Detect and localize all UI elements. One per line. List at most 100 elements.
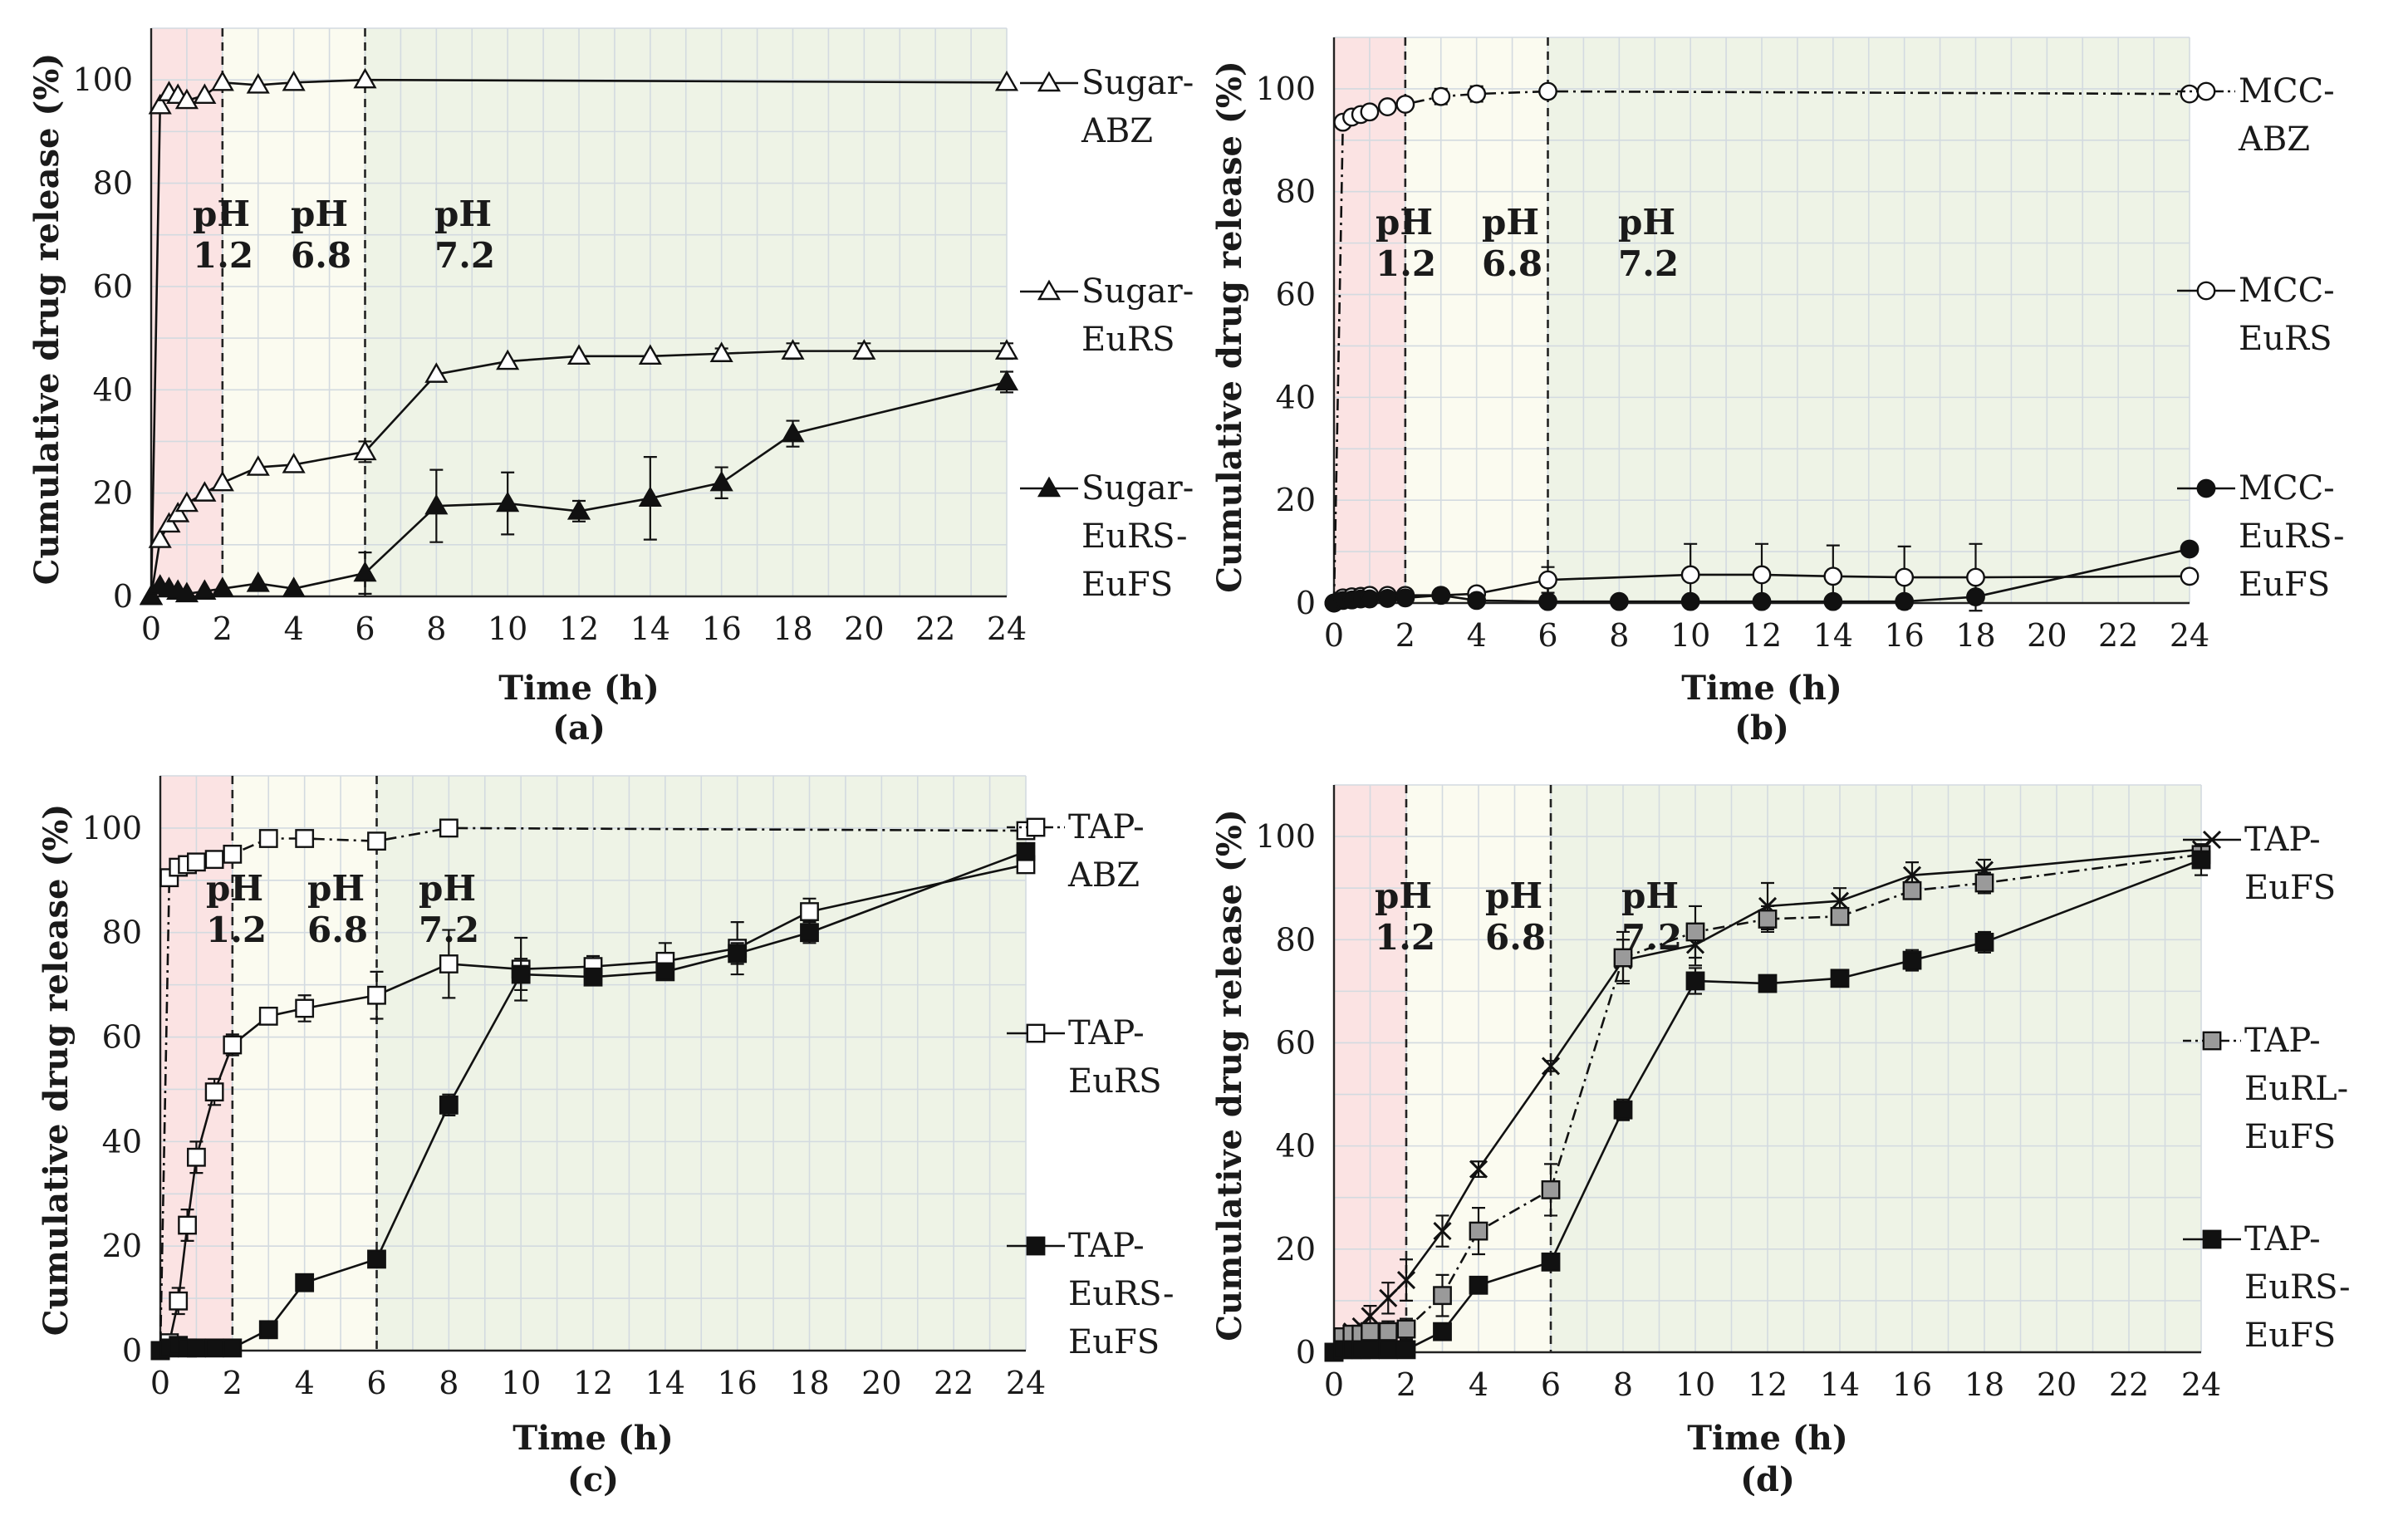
y-tick-label: 100 [72,61,133,98]
data-point [1902,866,1922,885]
x-tick-label: 0 [1324,1366,1344,1403]
x-tick-label: 10 [1670,617,1710,654]
x-tick-label: 2 [1395,617,1415,654]
data-point [246,455,270,476]
x-axis-label: Time (h) [512,1419,674,1458]
y-tick-label: 20 [102,1228,142,1264]
legend-label: MCC- [2239,469,2335,508]
y-tick-label: 0 [1296,585,1316,621]
x-tick-label: 10 [1675,1366,1715,1403]
legend-label: EuRS [2239,320,2332,358]
x-tick-label: 12 [559,611,599,647]
data-point [1541,1252,1561,1272]
data-point [1396,1319,1416,1339]
data-point [709,341,733,362]
data-point [1823,591,1843,611]
x-tick-label: 16 [1892,1366,1932,1403]
data-point [1541,1180,1561,1199]
data-point [1378,1340,1398,1360]
y-tick-label: 40 [102,1123,142,1160]
x-tick-label: 22 [2098,617,2138,654]
y-tick-label: 100 [1255,818,1316,855]
data-point [2180,566,2200,586]
x-tick-label: 8 [1613,1366,1633,1403]
x-tick-label: 4 [284,611,304,647]
data-point [193,481,217,502]
ph-label: pH [1375,875,1432,916]
y-tick-label: 100 [1255,71,1316,107]
x-axis-label: Time (h) [1687,1419,1848,1458]
data-point [1685,971,1705,991]
x-tick-label: 18 [1964,1366,2004,1403]
legend-label: MCC- [2239,72,2335,110]
data-point [1433,1322,1452,1341]
legend-label: TAP- [2244,1220,2321,1258]
legend-marker [2196,81,2216,101]
data-point [439,1095,459,1115]
data-point [1016,841,1036,861]
x-tick-label: 12 [573,1365,613,1401]
data-point [282,576,306,597]
y-axis-label: Cumulative drug release (%) [37,804,76,1336]
x-tick-label: 14 [630,611,670,647]
y-tick-label: 20 [1276,1231,1316,1268]
legend-label: EuFS [2244,1118,2336,1156]
data-point [210,470,234,492]
legend-label: EuFS [2244,869,2336,907]
legend-marker [2202,1031,2222,1051]
data-point [204,850,224,870]
legend-label: ABZ [1067,856,1140,895]
data-point [2180,84,2200,104]
x-tick-label: 20 [2037,1366,2077,1403]
x-tick-label: 20 [844,611,884,647]
data-point [193,83,217,105]
x-tick-label: 4 [1467,617,1487,654]
data-point [258,1006,278,1026]
ph-label: pH [307,868,365,909]
x-tick-label: 6 [1537,617,1557,654]
ph-value-label: 1.2 [206,910,267,950]
ph-label: pH [206,868,263,909]
y-tick-label: 0 [113,578,133,615]
y-axis-label: Cumulative drug release (%) [1210,809,1249,1341]
x-axis-label: Time (h) [1681,669,1842,708]
legend-entry: TAP- EuRS [1007,1014,1161,1101]
x-tick-label: 2 [223,1365,243,1401]
data-point [1541,1057,1561,1076]
data-point [223,844,243,864]
data-point [353,561,377,582]
data-point [1379,1288,1398,1307]
x-tick-label: 22 [915,611,955,647]
x-tick-label: 18 [772,611,812,647]
x-tick-label: 22 [934,1365,973,1401]
data-point [728,944,748,964]
data-point [1469,1275,1488,1295]
x-tick-label: 16 [717,1365,757,1401]
data-point [1613,1100,1633,1120]
data-point [1360,102,1380,122]
data-point [994,339,1019,360]
data-point [1431,586,1451,606]
legend-label: TAP- [2244,821,2321,859]
legend-entry: TAP- EuFS [2183,821,2336,907]
y-tick-label: 80 [102,915,142,951]
data-point [1433,1286,1452,1306]
data-point [258,829,278,848]
data-point [1361,1307,1380,1326]
ph-value-label: 6.8 [307,910,368,950]
x-tick-label: 12 [1748,1366,1788,1403]
data-point [223,1035,243,1055]
data-point [1538,591,1557,611]
x-tick-label: 8 [1609,617,1629,654]
legend-label: EuRS [1068,1062,1161,1101]
x-tick-label: 24 [2181,1366,2221,1403]
data-point [1360,589,1380,609]
y-axis-label: Cumulative drug release (%) [27,53,66,586]
data-point [800,902,819,921]
series-tap-eurs-eufs [1324,843,2211,1362]
data-point [1902,880,1922,900]
data-point [1467,591,1487,611]
legend-entry: Sugar- ABZ [1020,64,1194,150]
x-tick-label: 24 [987,611,1027,647]
